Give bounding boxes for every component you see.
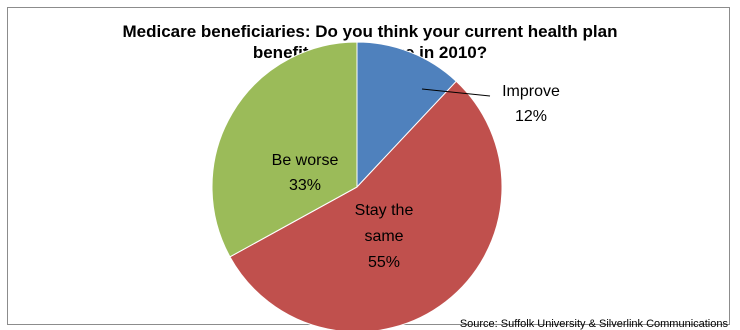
source-note: Source: Suffolk University & Silverlink … [459,318,728,330]
slice-label-stay-line-1: Stay the [355,202,414,219]
slice-value-stay: 55% [368,254,400,271]
slice-value-be-worse: 33% [289,177,321,194]
slice-label-improve: Improve [502,83,560,100]
slice-label-stay-line-2: same [364,228,403,245]
slice-value-improve: 12% [515,108,547,125]
improve-leader-line [421,88,491,97]
pie-slice-stay-the-same [229,80,503,330]
slice-label-be-worse: Be worse [272,152,339,169]
pie-slice-improve [356,41,457,189]
pie-slice-be-worse [211,41,358,258]
chart-title-line-1: Medicare beneficiaries: Do you think you… [122,22,618,41]
